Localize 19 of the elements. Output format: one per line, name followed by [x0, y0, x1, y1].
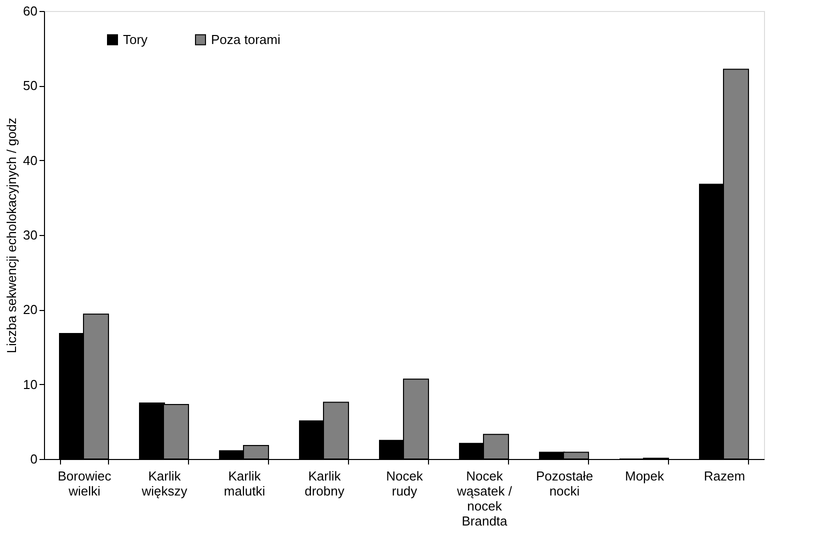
x-tick-label: Borowiec wielki: [58, 468, 112, 498]
x-tick-label: Razem: [704, 468, 746, 484]
legend-label: Poza torami: [211, 32, 280, 47]
x-tick-label: Karlik malutki: [224, 468, 266, 498]
x-tick-label: Karlik drobny: [304, 468, 345, 498]
y-axis-title: Liczba sekwencji echolokacyjnych / godz: [4, 118, 20, 354]
x-tick-label: Nocek rudy: [386, 468, 424, 498]
x-tick-label: Mopek: [624, 468, 665, 484]
y-tick-label: 40: [23, 152, 38, 168]
y-tick-label: 10: [23, 376, 38, 392]
y-tick-label: 0: [30, 452, 38, 466]
x-tick-label: Karlik większy: [140, 468, 188, 498]
y-tick-label: 30: [23, 228, 38, 242]
legend-label: Tory: [123, 32, 148, 47]
y-tick-label: 50: [23, 78, 38, 94]
x-tick-label: Pozostałe nocki: [536, 468, 594, 498]
x-tick-label: Nocek wąsatek / nocek Brandta: [456, 468, 512, 528]
y-tick-label: 60: [23, 4, 38, 18]
y-tick-label: 20: [23, 302, 38, 318]
